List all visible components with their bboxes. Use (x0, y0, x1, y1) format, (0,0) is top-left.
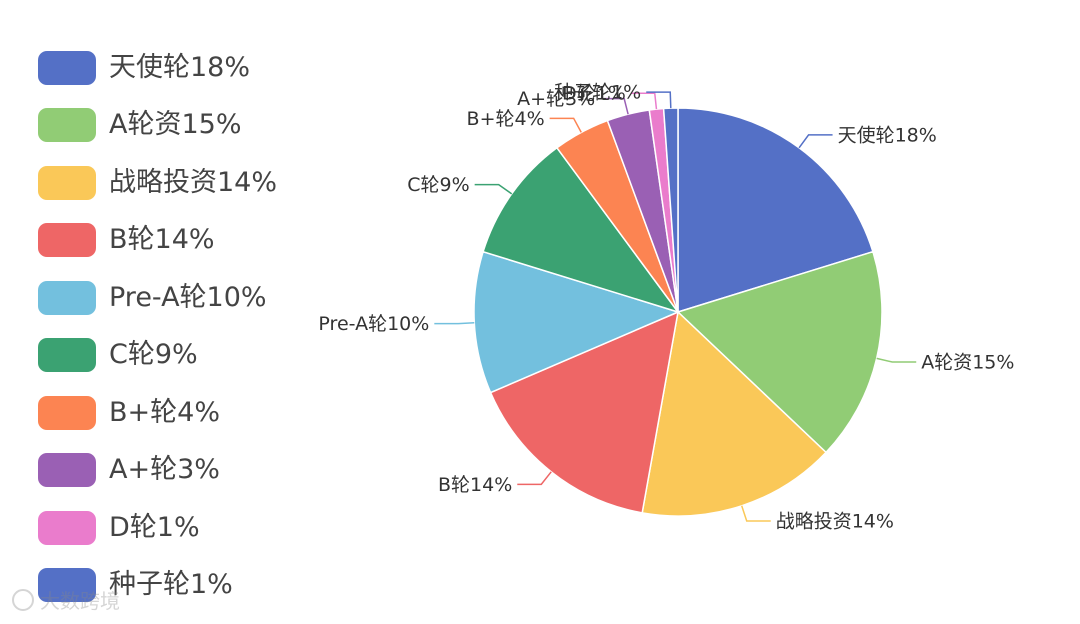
legend-swatch (38, 50, 96, 85)
legend-label: A+轮3% (109, 454, 220, 486)
pie-slice-label: A+轮3% (517, 88, 595, 110)
legend-item[interactable]: C轮9% (38, 327, 338, 385)
pie-leader-line (600, 97, 629, 115)
pie-leader-line (517, 471, 552, 486)
pie-slices (473, 107, 883, 517)
legend-swatch (38, 395, 96, 430)
pie-slice-label: B轮14% (438, 474, 512, 496)
legend: 天使轮18% A轮资15% 战略投资14% B轮14% Pre-A轮10% C轮9% B+轮… (38, 39, 338, 614)
legend-label: C轮9% (109, 339, 198, 371)
legend-item[interactable]: 种子轮1% (38, 557, 338, 615)
pie-slice-label: C轮9% (407, 174, 469, 196)
pie-slice-label: A轮资15% (921, 352, 1014, 374)
legend-item[interactable]: A+轮3% (38, 442, 338, 500)
legend-swatch (38, 453, 96, 488)
legend-item[interactable]: Pre-A轮10% (38, 269, 338, 327)
pie-slice[interactable] (641, 311, 827, 517)
legend-swatch (38, 510, 96, 545)
legend-item[interactable]: B+轮4% (38, 384, 338, 442)
pie-slice-label: B+轮4% (467, 108, 545, 130)
legend-item[interactable]: A轮资15% (38, 97, 338, 155)
legend-swatch (38, 280, 96, 315)
legend-item[interactable]: D轮1% (38, 499, 338, 557)
pie-leader-line (646, 91, 672, 109)
pie-slice[interactable] (677, 250, 883, 454)
watermark-logo-icon (12, 588, 34, 611)
pie-leader-line (474, 183, 513, 195)
pie-slice-label: 战略投资14% (776, 510, 894, 532)
legend-swatch (38, 338, 96, 373)
pie-slice-label: 种子轮1% (554, 82, 641, 104)
pie-leader-line (630, 92, 658, 110)
legend-label: A轮资15% (109, 109, 242, 141)
legend-swatch (38, 568, 96, 603)
pie-slice-label: Pre-A轮10% (318, 313, 429, 335)
legend-item[interactable]: 战略投资14% (38, 154, 338, 212)
pie-leader-line (798, 134, 833, 149)
legend-swatch (38, 165, 96, 200)
pie-leader-line (741, 505, 771, 522)
pie-leader-line (434, 322, 475, 325)
legend-label: B轮14% (109, 224, 215, 256)
pie-leader-line (549, 117, 582, 133)
watermark: 大数跨境 (12, 585, 120, 614)
pie-slice-label: D轮1% (562, 83, 626, 105)
legend-item[interactable]: 天使轮18% (38, 39, 338, 97)
pie-slice[interactable] (489, 311, 679, 514)
pie-labels: 天使轮18% A轮资15% 战略投资14% B轮14% Pre-A轮10% C轮9% B+轮… (318, 82, 1014, 533)
pie-slice[interactable] (482, 147, 679, 313)
legend-label: Pre-A轮10% (109, 281, 267, 313)
legend-item[interactable]: B轮14% (38, 212, 338, 270)
pie-slice[interactable] (473, 250, 679, 394)
pie-leader-line (876, 357, 917, 363)
legend-swatch (38, 223, 96, 258)
legend-label: 种子轮1% (109, 569, 233, 601)
legend-label: B+轮4% (109, 396, 220, 428)
pie-slice-label: 天使轮18% (838, 124, 937, 146)
legend-label: D轮1% (109, 511, 200, 543)
legend-label: 战略投资14% (109, 166, 278, 198)
watermark-text: 大数跨境 (40, 589, 120, 613)
legend-swatch (38, 108, 96, 143)
legend-label: 天使轮18% (109, 51, 251, 83)
